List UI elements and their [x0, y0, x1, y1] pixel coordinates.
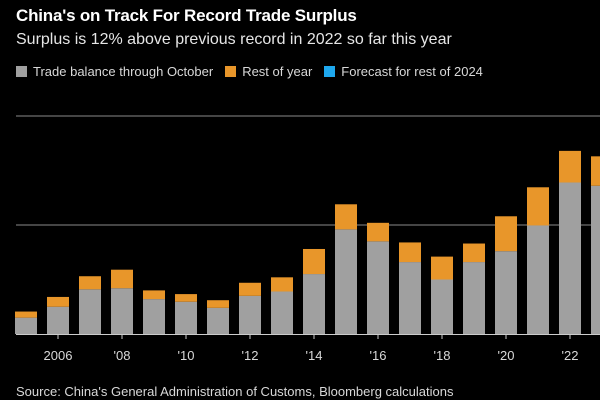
- legend-swatch-through-october: [16, 66, 27, 77]
- bar-rest-of-year-2007: [79, 276, 101, 290]
- bar-rest-of-year-2013: [271, 277, 293, 292]
- x-tick-label: '22: [562, 348, 579, 363]
- legend-label-forecast: Forecast for rest of 2024: [341, 64, 483, 79]
- bar-through-october-2008: [111, 288, 133, 334]
- legend-item-rest-of-year: Rest of year: [225, 64, 312, 79]
- bar-rest-of-year-2005: [15, 311, 37, 318]
- bar-through-october-2014: [303, 274, 325, 334]
- x-tick-label: '10: [178, 348, 195, 363]
- bar-rest-of-year-2022: [559, 150, 581, 183]
- x-tick-label: 2006: [44, 348, 73, 363]
- bar-through-october-2012: [239, 295, 261, 334]
- x-tick-label: '08: [114, 348, 131, 363]
- legend-item-through-october: Trade balance through October: [16, 64, 213, 79]
- bar-chart: 2006 '08 '10 '12 '14 '16 '18 '20 '22: [15, 115, 600, 363]
- x-tick-label: '14: [306, 348, 323, 363]
- bar-through-october-2017: [399, 262, 421, 334]
- bar-through-october-2016: [367, 241, 389, 334]
- bar-through-october-2009: [143, 299, 165, 334]
- legend-swatch-rest-of-year: [225, 66, 237, 77]
- bar-through-october-2005: [15, 317, 37, 334]
- chart-title: China's on Track For Record Trade Surplu…: [16, 6, 357, 25]
- bar-rest-of-year-2015: [335, 204, 357, 230]
- bar-through-october-2007: [79, 289, 101, 334]
- legend-label-through-october: Trade balance through October: [33, 64, 214, 79]
- x-tick-label: '12: [242, 348, 259, 363]
- bar-through-october-2023: [591, 185, 600, 334]
- bar-rest-of-year-2014: [303, 248, 325, 275]
- bar-rest-of-year-2017: [399, 242, 421, 263]
- bar-through-october-2021: [527, 225, 549, 334]
- bar-through-october-2020: [495, 251, 517, 334]
- bar-through-october-2019: [463, 262, 485, 334]
- chart-subtitle: Surplus is 12% above previous record in …: [16, 31, 452, 48]
- bar-rest-of-year-2011: [207, 300, 229, 308]
- legend: Trade balance through October Rest of ye…: [16, 64, 495, 79]
- x-tick-label: '18: [434, 348, 451, 363]
- x-tick-label: '20: [498, 348, 515, 363]
- source-note: Source: China's General Administration o…: [16, 384, 454, 399]
- bar-through-october-2013: [271, 291, 293, 334]
- bar-rest-of-year-2018: [431, 256, 453, 280]
- bar-rest-of-year-2019: [463, 243, 485, 263]
- legend-swatch-forecast: [324, 66, 336, 77]
- legend-label-rest-of-year: Rest of year: [242, 64, 313, 79]
- bar-rest-of-year-2016: [367, 222, 389, 242]
- bar-rest-of-year-2021: [527, 187, 549, 226]
- bar-rest-of-year-2020: [495, 216, 517, 252]
- bar-rest-of-year-2023: [591, 156, 600, 186]
- bar-rest-of-year-2008: [111, 269, 133, 289]
- bar-rest-of-year-2006: [47, 296, 69, 307]
- bar-through-october-2011: [207, 307, 229, 334]
- bar-through-october-2022: [559, 182, 581, 334]
- bar-through-october-2010: [175, 301, 197, 334]
- bar-rest-of-year-2010: [175, 294, 197, 302]
- bar-rest-of-year-2009: [143, 290, 165, 300]
- bar-through-october-2018: [431, 279, 453, 334]
- bar-rest-of-year-2012: [239, 282, 261, 296]
- legend-item-forecast: Forecast for rest of 2024: [324, 64, 483, 79]
- bar-through-october-2015: [335, 229, 357, 334]
- bar-through-october-2006: [47, 306, 69, 334]
- x-tick-label: '16: [370, 348, 387, 363]
